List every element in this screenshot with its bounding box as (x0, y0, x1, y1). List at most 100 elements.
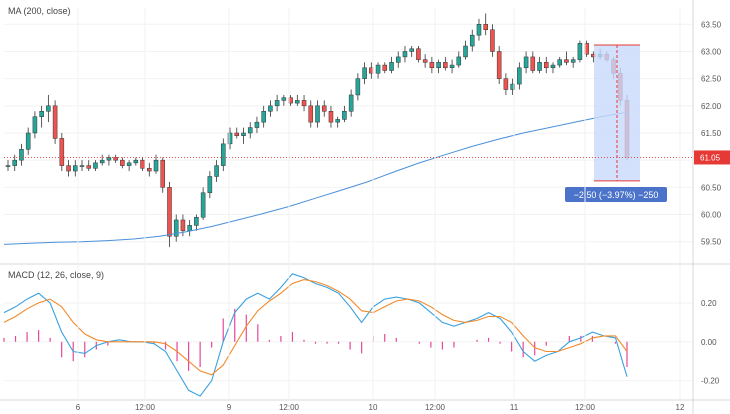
candle-body (348, 94, 354, 112)
candle-body (308, 105, 314, 123)
signal-line (3, 279, 628, 376)
candle-body (133, 159, 139, 164)
candle-body (402, 51, 408, 58)
time-axis: 6 12:00 9 12:00 10 12:00 11 12:00 12 (76, 403, 685, 412)
time-tick-label: 10 (369, 403, 378, 412)
macd-pane[interactable] (3, 273, 693, 397)
price-tick-label: 60.00 (701, 211, 722, 220)
macd-tick-label: 0.00 (701, 338, 717, 347)
candle-body (375, 64, 381, 74)
candle-body (221, 143, 226, 166)
candle-body (241, 132, 246, 136)
time-tick-label: 6 (76, 403, 81, 412)
candle-body (436, 62, 441, 69)
candle-body (120, 159, 125, 166)
macd-tick-label: 0.20 (701, 299, 717, 308)
candle-body (517, 67, 522, 85)
candle-body (537, 62, 542, 71)
candle-body (173, 219, 179, 237)
candle-body (530, 56, 536, 71)
price-pane[interactable]: −2.50 (−3.97%) −250 (3, 13, 693, 248)
price-tick-label: 60.50 (701, 183, 722, 192)
candle-body (39, 111, 44, 117)
macd-line (3, 273, 628, 397)
candle-body (335, 119, 340, 123)
candle-body (456, 56, 462, 66)
candle-body (362, 67, 367, 79)
last-price-text: 61.05 (700, 153, 721, 162)
candle-body (422, 59, 428, 63)
candle-body (200, 192, 206, 218)
ma-indicator-label[interactable]: MA (200, close) (8, 6, 71, 16)
candle-body (570, 59, 576, 63)
candle-body (153, 159, 159, 172)
candle-body (429, 62, 435, 69)
candle-body (355, 78, 361, 96)
price-tick-label: 59.50 (701, 238, 722, 247)
candle-body (268, 105, 273, 112)
candle-body (79, 165, 85, 167)
candle-body (247, 127, 253, 134)
candle-body (543, 62, 549, 69)
candle-body (577, 43, 583, 60)
candle-body (321, 105, 327, 112)
candle-body (389, 62, 394, 71)
candle-body (261, 111, 266, 123)
measure-label: −2.50 (−3.97%) −250 (565, 187, 667, 202)
time-tick-label: 12:00 (575, 403, 596, 412)
candle-body (281, 97, 287, 101)
candle-body (113, 157, 118, 161)
candle-body (510, 83, 515, 90)
candle-body (99, 159, 105, 164)
candle-body (207, 176, 213, 194)
candle-body (59, 138, 65, 166)
candle-body (274, 100, 280, 107)
candle-body (32, 116, 38, 134)
price-tick-label: 61.50 (701, 129, 722, 138)
candle-body (19, 149, 24, 161)
macd-indicator-label[interactable]: MACD (12, 26, close, 9) (8, 270, 105, 280)
price-tick-label: 62.50 (701, 75, 722, 84)
price-tick-label: 63.00 (701, 47, 722, 56)
candle-body (46, 105, 51, 112)
candle-body (254, 121, 260, 128)
ma-line (3, 111, 628, 245)
candle-body (25, 132, 31, 150)
candle-body (295, 100, 300, 104)
candle-body (476, 24, 482, 36)
candle-body (496, 51, 502, 79)
candle-body (443, 62, 448, 69)
candle-body (167, 187, 172, 237)
candle-body (126, 162, 132, 166)
candle-body (449, 64, 455, 69)
candle-body (564, 59, 569, 63)
time-tick-label: 12:00 (135, 403, 156, 412)
candle-body (483, 24, 488, 30)
candle-body (86, 165, 92, 169)
candle-body (12, 159, 17, 166)
candle-body (5, 165, 11, 167)
candle-body (187, 225, 192, 232)
time-tick-label: 9 (227, 403, 232, 412)
candle-body (227, 132, 233, 145)
candle-body (503, 78, 509, 90)
candle-body (93, 162, 98, 169)
macd-tick-label: -0.20 (701, 377, 720, 386)
time-tick-label: 12:00 (425, 403, 446, 412)
price-tick-label: 63.50 (701, 20, 722, 29)
candle-body (194, 216, 199, 226)
time-tick-label: 11 (510, 403, 519, 412)
candle-body (342, 111, 347, 120)
candle-body (469, 34, 475, 47)
candle-body (52, 105, 58, 139)
candle-body (106, 157, 112, 161)
candle-body (66, 165, 71, 172)
candle-body (382, 64, 388, 71)
measure-label-text: −2.50 (−3.97%) −250 (574, 190, 659, 200)
candle-body (140, 159, 145, 169)
candle-body (550, 64, 556, 69)
last-price-tag (694, 150, 730, 165)
candle-body (395, 56, 401, 63)
candle-body (328, 111, 334, 123)
